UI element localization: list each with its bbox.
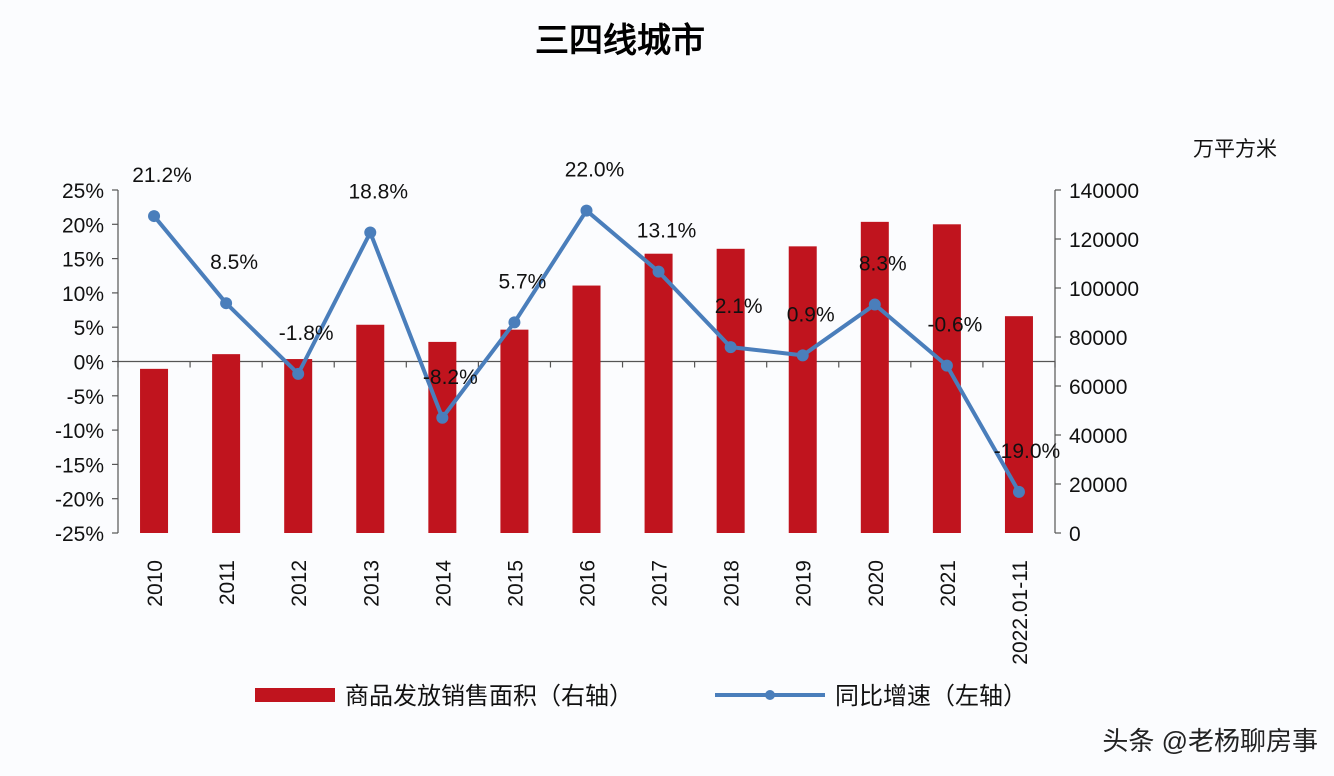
growth-point (364, 226, 377, 239)
growth-point (724, 341, 737, 354)
category-label: 2014 (432, 560, 455, 607)
legend-label-line: 同比增速（左轴） (835, 683, 1027, 710)
growth-point (652, 265, 665, 278)
category-label: 2021 (937, 560, 960, 607)
right-tick-label: 0 (1069, 523, 1081, 546)
left-tick-label: 25% (62, 180, 104, 203)
left-tick-label: -25% (55, 523, 104, 546)
left-tick-label: 5% (74, 317, 104, 340)
category-label: 2018 (721, 560, 744, 607)
category-label: 2010 (144, 560, 167, 607)
bar (788, 246, 817, 533)
growth-point (940, 359, 953, 372)
right-tick-label: 60000 (1069, 376, 1127, 399)
category-label: 2020 (865, 560, 888, 607)
left-tick-label: -20% (55, 489, 104, 512)
legend-swatch-bar (255, 688, 335, 702)
left-tick-label: 20% (62, 214, 104, 237)
bar (140, 368, 169, 533)
bar (1004, 316, 1033, 533)
watermark: 头条 @老杨聊房事 (1102, 726, 1318, 756)
bar (356, 324, 385, 533)
category-label: 2016 (577, 560, 600, 607)
data-label: 5.7% (498, 270, 546, 293)
bar (284, 359, 313, 533)
left-tick-label: -15% (55, 454, 104, 477)
data-label: 21.2% (132, 164, 192, 187)
growth-point (1012, 485, 1025, 498)
bar (572, 285, 601, 533)
left-tick-label: -5% (67, 386, 104, 409)
bar (212, 354, 241, 533)
legend: 商品发放销售面积（右轴） 同比增速（左轴） (255, 683, 1027, 710)
category-label: 2012 (288, 560, 311, 607)
category-label: 2019 (793, 560, 816, 607)
left-tick-label: 10% (62, 283, 104, 306)
right-tick-label: 40000 (1069, 425, 1127, 448)
category-label: 2011 (216, 560, 239, 605)
growth-point (580, 204, 593, 217)
right-tick-label: 80000 (1069, 327, 1127, 350)
growth-point (868, 298, 881, 311)
legend-marker (765, 690, 775, 700)
bar (716, 248, 745, 534)
data-label: 8.5% (210, 251, 258, 274)
data-label: 18.8% (348, 181, 408, 204)
bar (644, 253, 673, 533)
data-label: 8.3% (859, 253, 907, 276)
bar (428, 341, 457, 533)
category-label: 2022.01-11 (1009, 560, 1032, 665)
data-label: 13.1% (637, 220, 697, 243)
data-label: 22.0% (565, 159, 625, 182)
data-label: -8.2% (423, 366, 478, 389)
right-tick-label: 100000 (1069, 278, 1139, 301)
bar (860, 221, 889, 533)
data-label: 0.9% (787, 303, 835, 326)
category-label: 2015 (504, 560, 527, 607)
right-tick-label: 140000 (1069, 180, 1139, 203)
growth-point (436, 411, 449, 424)
data-label: 2.1% (715, 295, 763, 318)
data-label: -1.8% (279, 322, 334, 345)
left-tick-label: -10% (55, 420, 104, 443)
right-tick-label: 20000 (1069, 474, 1127, 497)
bar (932, 224, 961, 534)
data-label: -19.0% (994, 440, 1061, 463)
right-axis-unit: 万平方米 (1193, 138, 1277, 161)
legend-label-bar: 商品发放销售面积（右轴） (345, 683, 633, 710)
category-label: 2013 (360, 560, 383, 607)
growth-point (292, 367, 305, 380)
left-tick-label: 0% (74, 352, 104, 375)
right-tick-label: 120000 (1069, 229, 1139, 252)
bar (500, 329, 529, 533)
growth-point (796, 349, 809, 362)
growth-point (148, 210, 161, 223)
data-label: -0.6% (927, 314, 982, 337)
growth-point (508, 316, 521, 329)
left-tick-label: 15% (62, 249, 104, 272)
growth-point (220, 297, 233, 310)
category-label: 2017 (649, 560, 672, 607)
chart-title: 三四线城市 (535, 21, 705, 61)
